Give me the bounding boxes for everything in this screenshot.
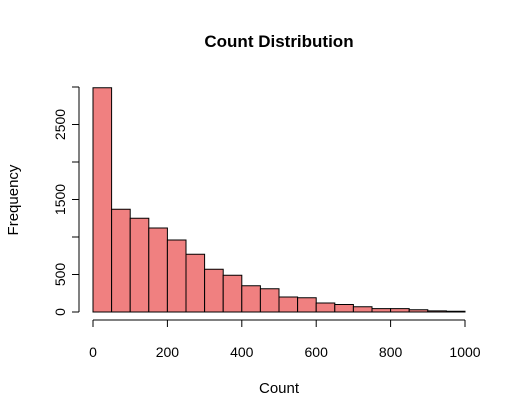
histogram-bar-16	[390, 308, 410, 313]
histogram-bar-3	[148, 227, 168, 313]
y-tick-label-1500: 1500	[52, 184, 68, 215]
y-tick-label-500: 500	[52, 263, 68, 287]
chart-title: Count Distribution	[204, 32, 353, 51]
histogram-bar-0	[92, 87, 113, 313]
x-tick-label-600: 600	[305, 344, 329, 360]
histogram-bar-12	[315, 302, 336, 313]
x-tick-label-0: 0	[89, 344, 97, 360]
y-tick-label-2500: 2500	[52, 109, 68, 140]
x-tick-label-200: 200	[156, 344, 180, 360]
y-tick-label-0: 0	[52, 308, 68, 316]
histogram-bar-7	[222, 274, 243, 313]
histogram-bar-19	[445, 310, 466, 313]
histogram-bar-18	[427, 310, 447, 313]
histogram-bar-10	[278, 296, 299, 313]
x-axis-label: Count	[259, 380, 300, 397]
histogram-bar-4	[166, 239, 187, 313]
x-axis: 0 200 400 600 800 1000	[89, 319, 481, 360]
histogram-bar-8	[241, 285, 261, 313]
y-axis-label: Frequency	[5, 164, 22, 235]
histogram-bar-14	[352, 306, 373, 313]
x-tick-label-800: 800	[379, 344, 403, 360]
histogram-bar-6	[204, 268, 224, 313]
histogram-bar-5	[185, 253, 206, 313]
histogram-bar-15	[371, 308, 392, 313]
histogram-bar-1	[111, 208, 131, 313]
y-axis: 0 500 1500 2500	[52, 86, 80, 316]
histogram-bar-9	[259, 288, 280, 313]
histogram-bar-13	[334, 304, 354, 313]
bars-group	[92, 87, 466, 313]
histogram-bar-2	[129, 217, 150, 313]
x-tick-label-1000: 1000	[449, 344, 480, 360]
x-tick-label-400: 400	[230, 344, 254, 360]
histogram-bar-11	[297, 297, 317, 313]
histogram-bar-17	[408, 309, 429, 313]
